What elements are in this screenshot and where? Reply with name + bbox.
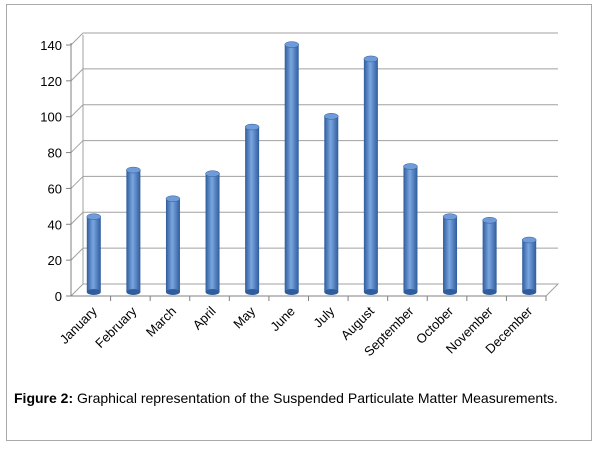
gridline-side [70, 32, 84, 46]
bar-top [165, 195, 181, 203]
bar-top [521, 236, 537, 244]
bar-body [245, 127, 260, 292]
bar-july [324, 113, 339, 295]
bar-body [522, 240, 537, 292]
bar-body [482, 220, 497, 292]
gridline-side [70, 140, 84, 153]
bar-october [442, 213, 458, 295]
gridline-side [70, 247, 84, 261]
x-tick-label: May [230, 303, 258, 331]
bar-august [363, 55, 379, 295]
bar-top [442, 213, 458, 220]
bar-top [403, 163, 418, 170]
bar-april [205, 170, 220, 295]
bar-base [205, 289, 220, 295]
x-tick-label: July [310, 303, 337, 330]
bar-top [205, 170, 220, 177]
bar-base [126, 289, 141, 295]
bar-body [126, 170, 141, 292]
bar-base [522, 289, 537, 295]
caption-label: Figure 2: [14, 390, 74, 406]
y-tick-label: 120 [40, 74, 62, 89]
y-tick-label: 60 [48, 181, 62, 196]
gridline-side [70, 176, 84, 189]
bar-base [403, 289, 418, 295]
bar-base [324, 289, 339, 295]
bar-march [165, 195, 181, 295]
gridline-side [70, 211, 84, 225]
y-tick-label: 40 [48, 217, 62, 232]
bar-top [86, 213, 102, 220]
bar-base [443, 289, 458, 295]
bar-body [284, 44, 299, 293]
gridline-side [70, 104, 84, 118]
bar-base [284, 289, 299, 295]
bar-base [86, 289, 101, 295]
y-tick-label: 80 [48, 146, 62, 161]
bar-body [403, 166, 418, 292]
x-tick-label: February [92, 303, 140, 351]
bar-body [363, 58, 378, 292]
y-tick-label: 140 [40, 38, 62, 53]
bar-september [403, 163, 418, 295]
bar-body [443, 216, 458, 292]
x-tick-label: March [143, 304, 179, 340]
bar-november [482, 217, 497, 295]
bar-top [482, 217, 497, 224]
bar-body [205, 173, 220, 292]
bar-december [521, 236, 537, 295]
bar-top [284, 41, 299, 48]
y-tick-label: 100 [40, 110, 62, 125]
bar-january [86, 213, 102, 295]
x-tick-label: April [190, 303, 219, 332]
y-tick-label: 0 [55, 289, 62, 304]
bar-may [244, 123, 260, 295]
bar-body [165, 198, 180, 292]
x-tick-label: June [267, 304, 298, 335]
gridline-side [70, 68, 84, 82]
bar-body [86, 216, 101, 292]
bar-base [482, 289, 497, 295]
bar-top [126, 166, 141, 174]
bar-top [324, 113, 339, 120]
figure-caption: Figure 2: Graphical representation of th… [14, 389, 586, 407]
bar-base [363, 289, 378, 295]
bar-june [284, 41, 299, 295]
bar-body [324, 116, 339, 292]
caption-text: Graphical representation of the Suspende… [73, 390, 558, 406]
bar-top [244, 123, 260, 131]
y-tick-label: 20 [48, 253, 62, 268]
bar-base [245, 289, 260, 295]
bar-top [363, 55, 379, 63]
bar-base [165, 289, 180, 295]
bar-february [126, 166, 141, 295]
